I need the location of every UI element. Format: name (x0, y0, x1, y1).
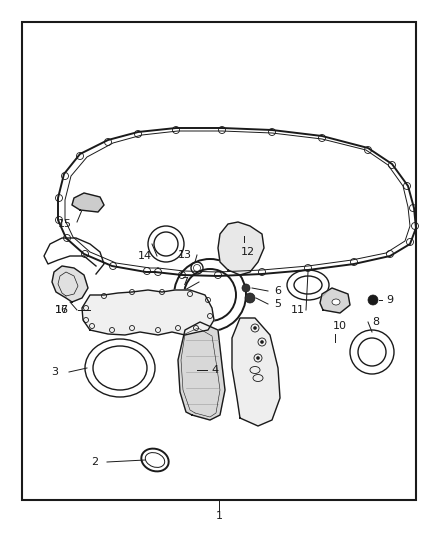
Text: 3: 3 (52, 367, 59, 377)
Polygon shape (218, 222, 264, 275)
Circle shape (245, 293, 255, 303)
Text: 12: 12 (241, 247, 255, 257)
Text: 5: 5 (275, 299, 282, 309)
Circle shape (242, 284, 250, 292)
Polygon shape (82, 290, 214, 335)
Text: 2: 2 (92, 457, 99, 467)
Text: 15: 15 (58, 219, 72, 229)
Text: 13: 13 (178, 250, 192, 260)
Text: 7: 7 (181, 277, 189, 287)
Text: 6: 6 (275, 286, 282, 296)
Polygon shape (232, 318, 280, 426)
Circle shape (256, 356, 260, 360)
Text: 8: 8 (372, 317, 380, 327)
Circle shape (253, 326, 257, 330)
Circle shape (368, 295, 378, 305)
Text: 11: 11 (291, 305, 305, 315)
Text: 14: 14 (138, 251, 152, 261)
Text: 1: 1 (215, 511, 223, 521)
Polygon shape (320, 288, 350, 313)
Text: 9: 9 (386, 295, 394, 305)
Text: 4: 4 (212, 365, 219, 375)
Text: 17: 17 (55, 305, 69, 315)
Text: 10: 10 (333, 321, 347, 331)
Circle shape (260, 340, 264, 344)
Polygon shape (178, 322, 225, 420)
Ellipse shape (332, 299, 340, 305)
Polygon shape (72, 193, 104, 212)
Bar (22, 22, 416, 500)
Polygon shape (52, 266, 88, 302)
Text: 16: 16 (55, 305, 69, 315)
